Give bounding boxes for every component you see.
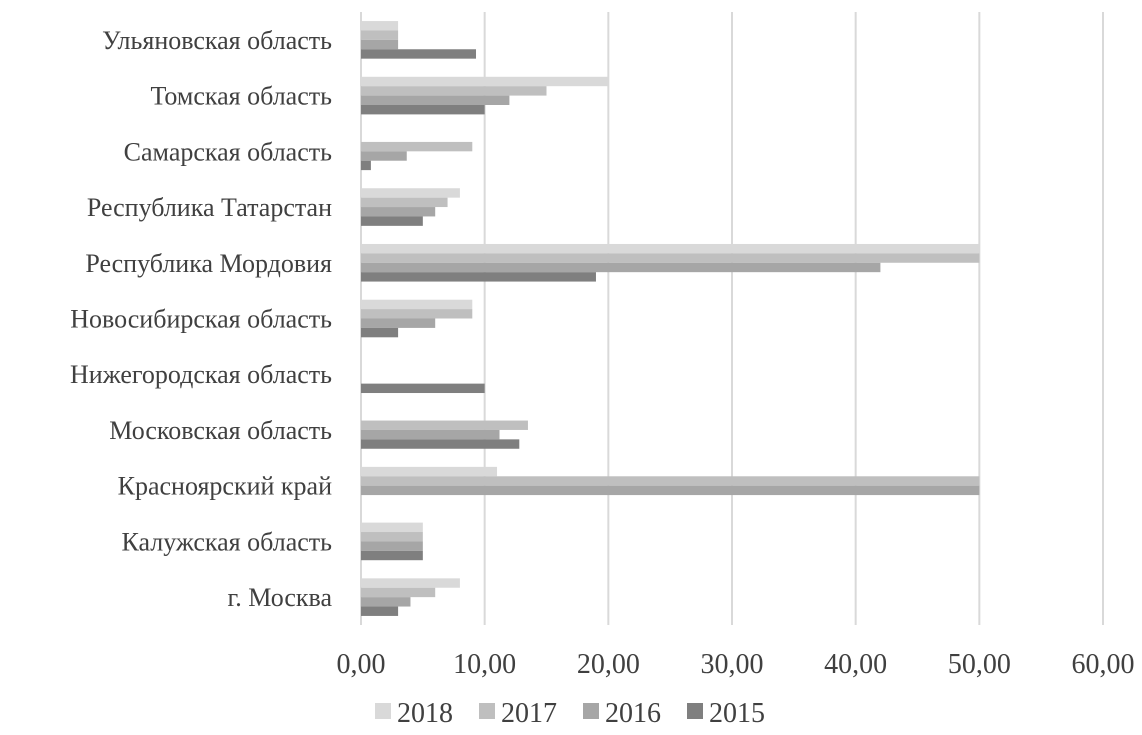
legend-label-2015: 2015 [709,698,765,729]
category-label: Самарская область [124,137,332,166]
category-label: г. Москва [228,583,333,612]
bar-2018 [361,188,460,198]
bar-2017 [361,309,473,319]
legend: 2018 2017 2016 2015 [375,698,765,729]
bar-2015 [361,327,399,338]
bar-2017 [361,476,980,486]
category-labels: Ульяновская область Томская область Самарс… [70,26,332,612]
legend-swatch-2018 [375,703,391,719]
bar-2018 [361,243,980,254]
legend-label-2018: 2018 [397,698,453,729]
bar-2016 [361,95,510,105]
bar-2016 [361,207,436,217]
bar-2017 [361,420,528,430]
category-label: Калужская область [121,527,332,556]
bar-2015 [361,439,520,449]
bar-2015 [361,216,423,226]
bar-2016 [361,262,881,273]
x-tick-label: 60,00 [1072,649,1135,680]
bar-2017 [361,86,547,96]
bar-2018 [361,299,473,310]
legend-label-2016: 2016 [605,698,661,729]
bar-2015 [361,49,477,59]
bar-2015 [361,104,485,115]
category-label: Республика Татарстан [87,193,332,222]
x-tick-label: 50,00 [948,649,1011,680]
bar-2017 [361,532,423,542]
bar-2017 [361,253,980,263]
bar-2015 [361,160,371,171]
x-axis-ticks: 0,00 10,00 20,00 30,00 40,00 50,00 60,00 [337,649,1135,680]
x-tick-label: 40,00 [824,649,887,680]
category-label: Нижегородская область [70,360,332,389]
bar-2016 [361,39,399,50]
category-label: Ульяновская область [102,26,332,55]
legend-swatch-2015 [687,703,703,719]
x-tick-label: 10,00 [453,649,516,680]
legend-swatch-2017 [479,703,495,719]
bar-2017 [361,197,448,208]
bar-2017 [361,141,473,152]
bar-2016 [361,597,411,607]
bar-2018 [361,21,399,31]
x-tick-label: 20,00 [577,649,640,680]
category-label: Республика Мордовия [85,249,332,278]
legend-swatch-2016 [583,703,599,719]
bar-2015 [361,272,596,282]
bar-2017 [361,30,399,40]
legend-label-2017: 2017 [501,698,557,729]
category-label: Красноярский край [118,472,332,501]
bar-2018 [361,578,460,588]
bar-2016 [361,429,500,440]
bar-2017 [361,587,436,598]
category-label: Московская область [109,416,332,445]
bar-2016 [361,541,423,551]
bars [361,21,980,616]
bar-2018 [361,522,423,533]
category-label: Томская область [150,82,332,111]
bar-2016 [361,318,436,328]
bar-2016 [361,485,980,496]
category-label: Новосибирская область [70,305,332,334]
bar-2018 [361,76,609,87]
bar-2015 [361,606,399,616]
x-tick-label: 30,00 [701,649,764,680]
bar-2015 [361,550,423,561]
x-tick-label: 0,00 [337,649,386,680]
bar-2018 [361,466,498,477]
bar-2016 [361,151,407,161]
bar-2015 [361,383,485,394]
